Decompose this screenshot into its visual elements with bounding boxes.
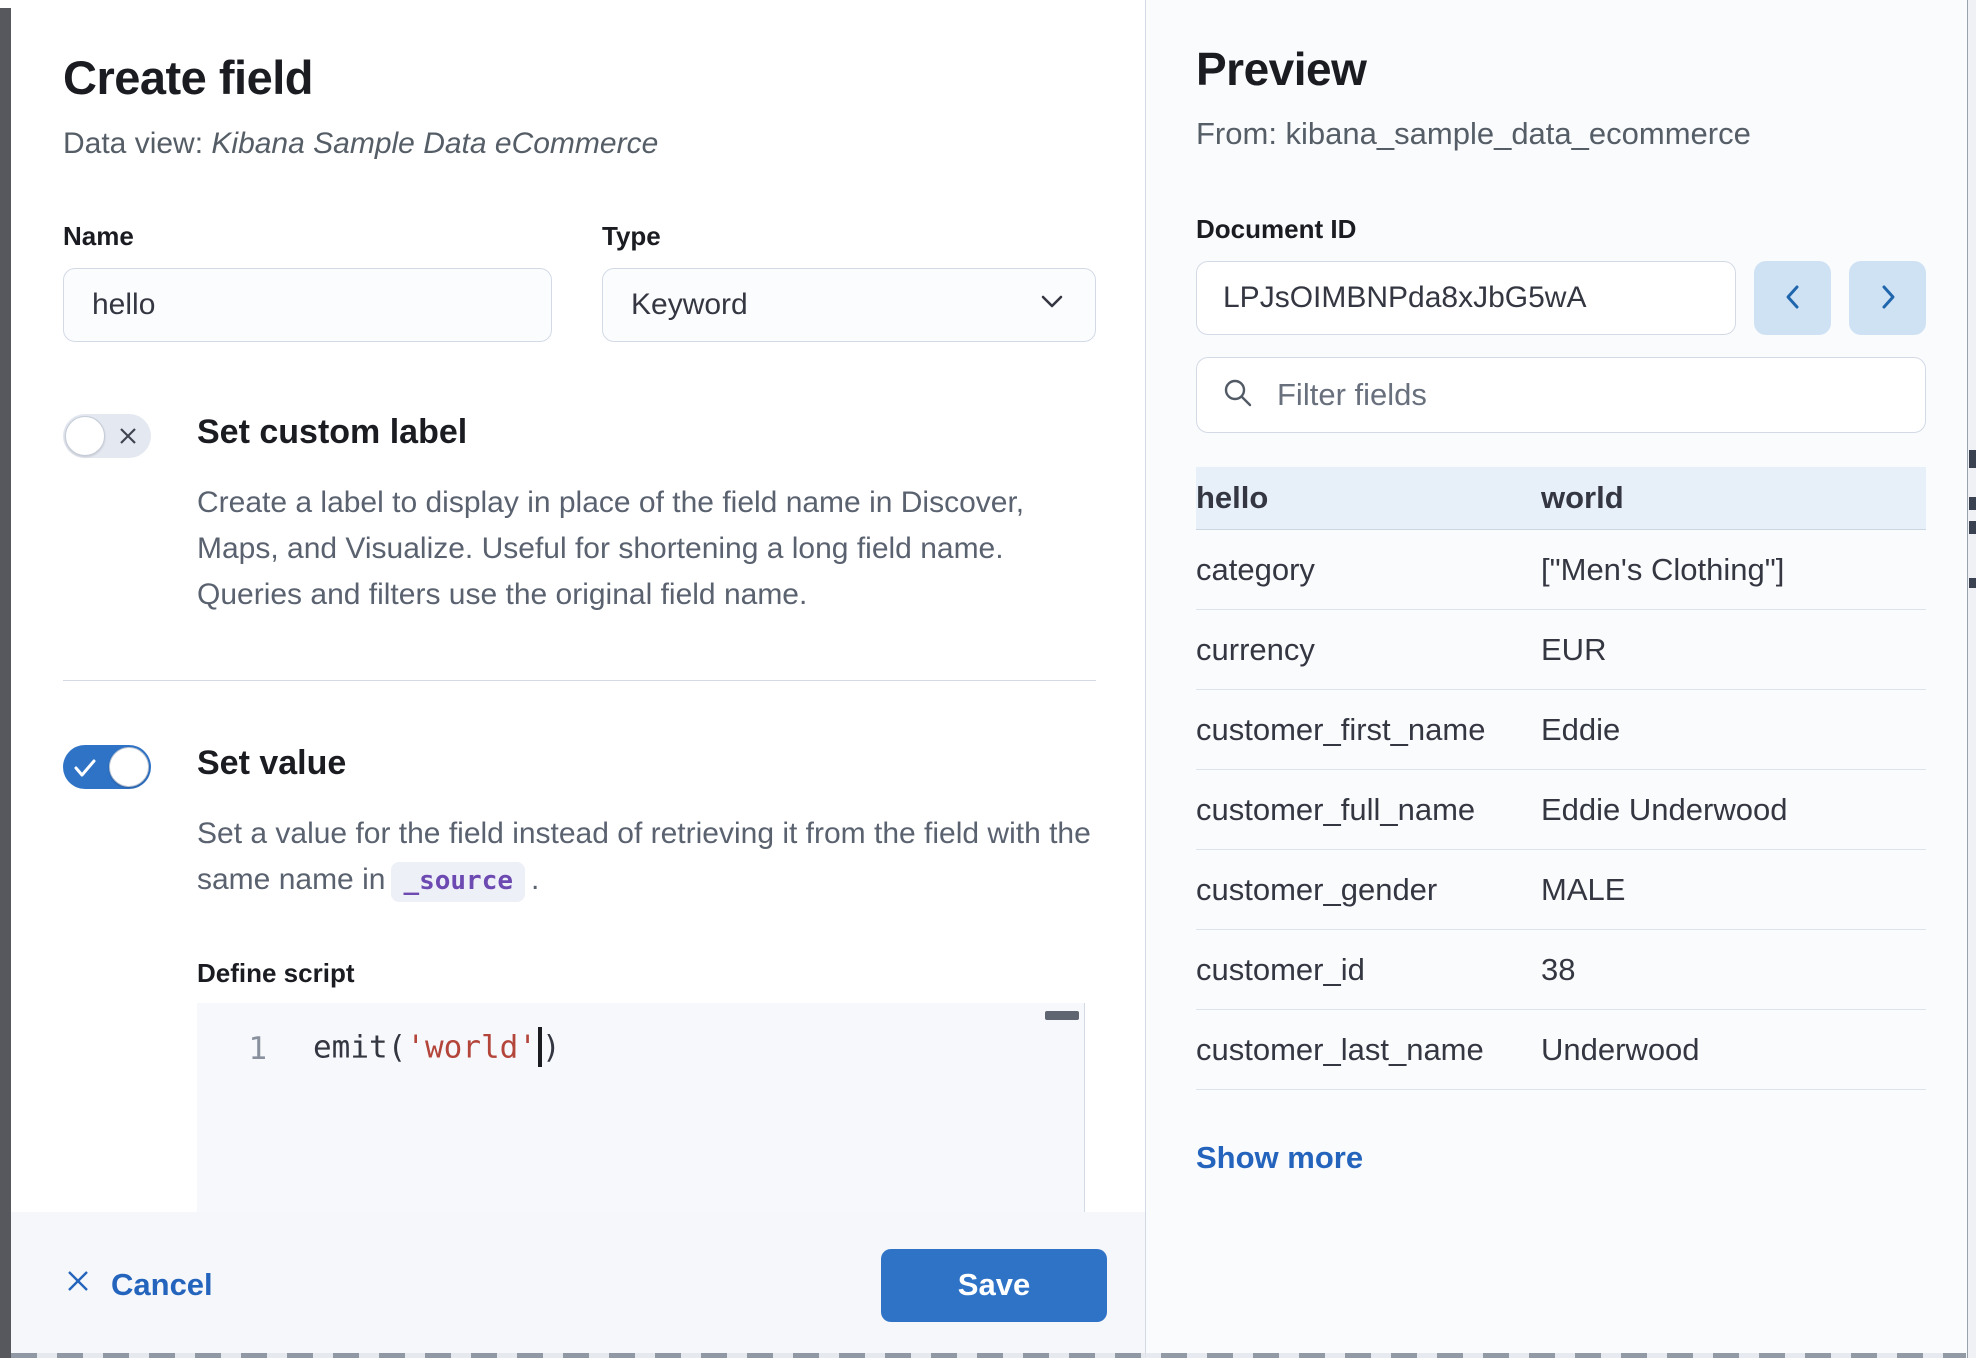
type-field-label: Type xyxy=(602,221,661,251)
toggle-thumb xyxy=(65,416,105,456)
name-input[interactable] xyxy=(63,268,552,342)
field-value-cell: world xyxy=(1541,480,1624,515)
field-value-cell: EUR xyxy=(1541,631,1607,667)
field-name-cell: customer_last_name xyxy=(1196,1031,1484,1067)
page-behind-bottom-edge xyxy=(11,1353,1966,1358)
page-overlay-mask xyxy=(0,8,11,1358)
section-divider xyxy=(63,680,1096,681)
data-view-name: Kibana Sample Data eCommerce xyxy=(211,127,659,160)
custom-label-toggle[interactable] xyxy=(63,414,151,458)
name-field-label: Name xyxy=(63,221,134,251)
table-row[interactable]: customer_last_name Underwood xyxy=(1196,1010,1926,1090)
filter-fields-input[interactable] xyxy=(1275,376,1901,414)
field-value-cell: Eddie xyxy=(1541,711,1621,747)
browser-edge-strip xyxy=(1967,0,1976,1358)
flyout-footer: Cancel Save xyxy=(11,1212,1145,1358)
cancel-button[interactable]: Cancel xyxy=(63,1266,213,1304)
chevron-left-icon xyxy=(1777,281,1809,316)
field-name-cell: hello xyxy=(1196,480,1269,515)
set-value-description-text: Set a value for the field instead of ret… xyxy=(197,817,1091,896)
editor-scrollbar-thumb[interactable] xyxy=(1045,1011,1079,1020)
field-name-cell: customer_gender xyxy=(1196,871,1438,907)
field-value-cell: Underwood xyxy=(1541,1031,1700,1067)
previous-document-button[interactable] xyxy=(1754,261,1831,335)
field-value-cell: ["Men's Clothing"] xyxy=(1541,551,1785,587)
show-more-link[interactable]: Show more xyxy=(1196,1140,1364,1175)
type-select[interactable]: Keyword xyxy=(602,268,1096,342)
custom-label-description: Create a label to display in place of th… xyxy=(197,486,1025,611)
table-row[interactable]: category ["Men's Clothing"] xyxy=(1196,530,1926,610)
document-id-row xyxy=(1196,261,1926,335)
text-cursor xyxy=(537,1027,542,1067)
chevron-right-icon xyxy=(1872,281,1904,316)
preview-from-line: From: kibana_sample_data_ecommerce xyxy=(1196,116,1751,151)
preview-table: hello world category ["Men's Clothing"] … xyxy=(1196,467,1926,1090)
flyout-title: Create field xyxy=(63,51,313,104)
filter-fields-box xyxy=(1196,357,1926,433)
save-button[interactable]: Save xyxy=(881,1248,1107,1322)
type-field-group: Type Keyword xyxy=(602,221,1096,342)
table-row[interactable]: customer_id 38 xyxy=(1196,930,1926,1010)
name-type-row: Name Type Keyword xyxy=(63,221,1107,342)
custom-label-section: Set custom label Create a label to displ… xyxy=(63,408,1107,618)
preview-table-highlight-row[interactable]: hello world xyxy=(1196,467,1926,530)
toggle-thumb xyxy=(109,747,149,787)
table-row[interactable]: customer_first_name Eddie xyxy=(1196,690,1926,770)
table-row[interactable]: customer_full_name Eddie Underwood xyxy=(1196,770,1926,850)
toggle-on-check-icon xyxy=(72,756,98,785)
data-view-subtitle: Data view: Kibana Sample Data eCommerce xyxy=(63,127,1107,161)
page-behind-artifact xyxy=(1969,497,1976,510)
chevron-down-icon xyxy=(1035,284,1069,326)
page-behind-artifact xyxy=(1969,521,1976,534)
set-value-description: Set a value for the field instead of ret… xyxy=(197,811,1107,904)
code-fn: emit( xyxy=(313,1029,407,1066)
set-value-description-period: . xyxy=(531,863,540,896)
set-value-heading: Set value xyxy=(197,744,347,782)
toggle-off-x-icon xyxy=(116,424,140,453)
search-icon xyxy=(1221,376,1255,415)
field-value-cell: 38 xyxy=(1541,951,1576,987)
field-name-cell: customer_id xyxy=(1196,951,1365,987)
field-value-cell: MALE xyxy=(1541,871,1626,907)
field-name-cell: currency xyxy=(1196,631,1315,667)
field-name-cell: category xyxy=(1196,551,1315,587)
code-string: 'world' xyxy=(406,1029,537,1066)
table-row[interactable]: currency EUR xyxy=(1196,610,1926,690)
field-value-cell: Eddie Underwood xyxy=(1541,791,1788,827)
field-name-cell: customer_full_name xyxy=(1196,791,1476,827)
data-view-label: Data view: xyxy=(63,127,212,160)
type-select-value: Keyword xyxy=(631,288,748,321)
set-value-section: Set value Set a value for the field inst… xyxy=(63,739,1107,904)
cancel-label: Cancel xyxy=(111,1267,213,1302)
define-script-label: Define script xyxy=(197,958,355,988)
close-icon xyxy=(63,1266,93,1304)
page-behind-artifact xyxy=(1969,578,1976,588)
line-number: 1 xyxy=(248,1031,267,1067)
source-code-chip: _source xyxy=(391,862,526,902)
document-id-input[interactable] xyxy=(1196,261,1736,335)
next-document-button[interactable] xyxy=(1849,261,1926,335)
name-field-group: Name xyxy=(63,221,552,342)
page-behind-artifact xyxy=(1969,450,1976,468)
table-row[interactable]: customer_gender MALE xyxy=(1196,850,1926,930)
document-id-label: Document ID xyxy=(1196,214,1357,244)
create-field-form-panel: Create field Data view: Kibana Sample Da… xyxy=(11,0,1145,1358)
set-value-toggle[interactable] xyxy=(63,745,151,789)
field-name-cell: customer_first_name xyxy=(1196,711,1486,747)
code-content: emit('world') xyxy=(313,1027,561,1071)
editor-line: 1 emit('world') xyxy=(197,1003,1084,1071)
preview-panel: Preview From: kibana_sample_data_ecommer… xyxy=(1145,0,1967,1358)
custom-label-heading: Set custom label xyxy=(197,413,468,451)
preview-title: Preview xyxy=(1196,43,1367,95)
create-field-flyout: Create field Data view: Kibana Sample Da… xyxy=(11,0,1976,1358)
code-close: ) xyxy=(541,1029,561,1066)
